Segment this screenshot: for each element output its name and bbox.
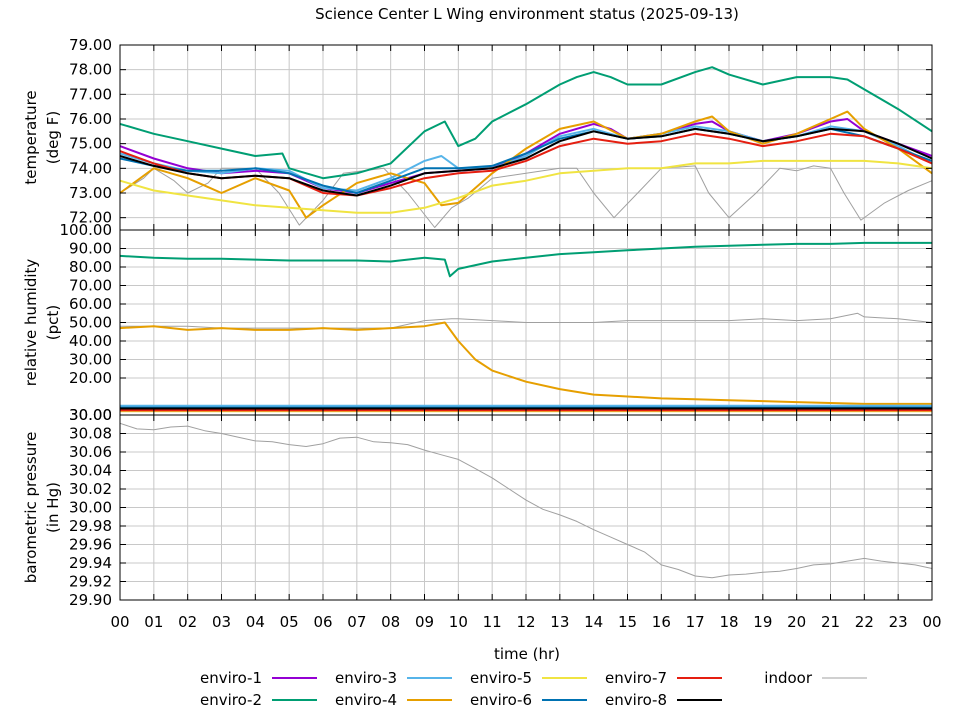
xtick-label: 05 — [280, 613, 299, 631]
series-enviro-1-panel-1 — [119, 118, 933, 194]
ytick-label: 29.90 — [69, 591, 112, 609]
xtick-label: 13 — [550, 613, 569, 631]
ytick-label: 29.94 — [69, 554, 112, 572]
series-enviro-4-panel-2 — [119, 321, 932, 405]
y-axis-label: (pct) — [44, 305, 62, 340]
ytick-label: 40.00 — [69, 332, 112, 350]
legend-label: enviro-1 — [200, 669, 262, 687]
xtick-label: 03 — [212, 613, 231, 631]
ytick-label: 70.00 — [69, 277, 112, 295]
xtick-label: 23 — [889, 613, 908, 631]
xtick-label: 04 — [246, 613, 265, 631]
legend-label: enviro-7 — [605, 669, 667, 687]
ytick-label: 90.00 — [69, 240, 112, 258]
xtick-label: 21 — [821, 613, 840, 631]
y-axis-label: temperature — [22, 90, 40, 184]
series-enviro-8-panel-1 — [119, 127, 933, 197]
xtick-label: 07 — [347, 613, 366, 631]
legend-label: enviro-2 — [200, 691, 262, 709]
ytick-label: 30.00 — [69, 406, 112, 424]
series-enviro-5-panel-1 — [119, 159, 933, 214]
ytick-label: 29.98 — [69, 517, 112, 535]
xtick-label: 18 — [719, 613, 738, 631]
ytick-label: 30.02 — [69, 480, 112, 498]
ytick-label: 50.00 — [69, 314, 112, 332]
ytick-label: 30.00 — [69, 351, 112, 369]
series-enviro-2-panel-2 — [119, 241, 932, 278]
ytick-label: 30.06 — [69, 443, 112, 461]
chart-title: Science Center L Wing environment status… — [315, 5, 739, 23]
xtick-label: 02 — [178, 613, 197, 631]
xtick-label: 11 — [483, 613, 502, 631]
legend-label: enviro-5 — [470, 669, 532, 687]
xtick-label: 19 — [753, 613, 772, 631]
ytick-label: 20.00 — [69, 369, 112, 387]
ytick-label: 73.00 — [69, 184, 112, 202]
xtick-label: 01 — [144, 613, 163, 631]
xtick-label: 10 — [449, 613, 468, 631]
x-axis-label: time (hr) — [494, 645, 560, 663]
xtick-label: 16 — [652, 613, 671, 631]
legend-label: enviro-6 — [470, 691, 532, 709]
ytick-label: 77.00 — [69, 85, 112, 103]
xtick-label: 15 — [618, 613, 637, 631]
xtick-label: 14 — [584, 613, 603, 631]
xtick-label: 00 — [110, 613, 129, 631]
ytick-label: 74.00 — [69, 159, 112, 177]
xtick-label: 17 — [686, 613, 705, 631]
y-axis-label: (deg F) — [44, 111, 62, 164]
ytick-label: 79.00 — [69, 36, 112, 54]
xtick-label: 09 — [415, 613, 434, 631]
xtick-label: 20 — [787, 613, 806, 631]
series-indoor-panel-1 — [119, 165, 933, 228]
xtick-label: 00 — [922, 613, 941, 631]
ytick-label: 100.00 — [60, 221, 113, 239]
series-indoor-panel-3 — [119, 422, 933, 579]
ytick-label: 29.92 — [69, 573, 112, 591]
legend: enviro-1 enviro-2 enviro-3 enviro-4 enviro-5… — [200, 669, 867, 709]
ytick-label: 75.00 — [69, 135, 112, 153]
ytick-label: 30.00 — [69, 406, 112, 424]
xtick-label: 12 — [516, 613, 535, 631]
legend-label: enviro-8 — [605, 691, 667, 709]
series-enviro-2-panel-1 — [119, 66, 933, 180]
ytick-label: 72.00 — [69, 209, 112, 227]
ytick-label: 30.00 — [69, 499, 112, 517]
ytick-label: 76.00 — [69, 110, 112, 128]
y-axis-label: relative humidity — [22, 259, 40, 387]
legend-label: enviro-3 — [335, 669, 397, 687]
ytick-label: 80.00 — [69, 258, 112, 276]
xtick-label: 06 — [313, 613, 332, 631]
grid-lines — [120, 45, 932, 600]
y-axis-label: barometric pressure — [22, 432, 40, 584]
ytick-label: 29.96 — [69, 536, 112, 554]
xtick-label: 22 — [855, 613, 874, 631]
ytick-label: 30.04 — [69, 462, 112, 480]
legend-label: indoor — [764, 669, 813, 687]
series-enviro-4-panel-1 — [119, 110, 933, 219]
y-axis-label: (in Hg) — [44, 482, 62, 533]
series-indoor-panel-2 — [120, 312, 933, 329]
legend-label: enviro-4 — [335, 691, 397, 709]
axis-ticks: 72.00 73.00 74.00 75.00 76.00 77.00 78.00 79.00… — [22, 36, 942, 631]
ytick-label: 30.08 — [69, 425, 112, 443]
xtick-label: 08 — [381, 613, 400, 631]
ytick-label: 78.00 — [69, 61, 112, 79]
ytick-label: 60.00 — [69, 295, 112, 313]
